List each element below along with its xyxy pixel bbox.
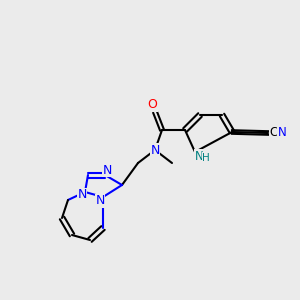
Text: N: N [195,149,203,163]
Text: C: C [270,127,278,140]
Text: N: N [77,188,87,202]
Text: H: H [202,153,210,163]
Text: N: N [95,194,105,208]
Text: O: O [147,98,157,112]
Text: N: N [102,164,112,176]
Text: N: N [278,127,286,140]
Text: N: N [150,143,160,157]
